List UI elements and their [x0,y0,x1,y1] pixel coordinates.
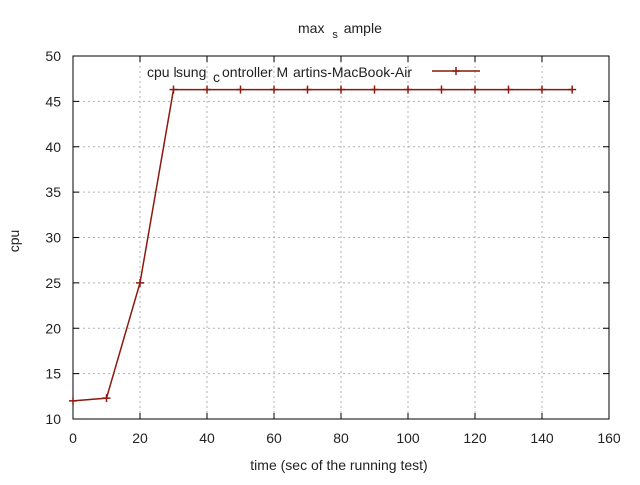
data-point-marker [203,85,211,94]
chart-title-subscript: s [332,29,338,41]
y-tick-label: 10 [45,411,61,427]
y-tick-label: 35 [45,184,61,200]
grid-layer [73,56,609,419]
y-tick-label: 50 [45,48,61,64]
legend-label-part4: artins-MacBook-Air [293,64,412,80]
data-point-marker [136,278,144,287]
x-tick-label: 60 [266,430,282,446]
legend-label-subscript: c [213,69,220,85]
data-point-marker [69,396,77,405]
y-tick-label: 30 [45,230,61,246]
data-point-marker [504,85,513,94]
series-layer [69,85,577,405]
tick-layer: 0 20 40 60 80 100 120 140 160 10 15 20 25 30 35 40 45 50 [45,48,620,446]
chart-title-tail: ample [344,20,382,36]
x-tick-label: 40 [199,430,215,446]
series-line [72,88,573,402]
data-point-marker [169,85,178,94]
x-tick-label: 160 [597,430,621,446]
data-point-marker [538,85,546,94]
legend: cpu l sung c ontroller M artins-MacBook-… [147,64,480,85]
x-tick-label: 80 [333,430,349,446]
x-axis-label: time (sec of the running test) [250,457,427,473]
x-tick-label: 0 [69,430,77,446]
data-point-marker [568,85,577,94]
data-point-marker [370,85,379,94]
y-tick-label: 40 [45,139,61,155]
data-point-marker [437,85,446,94]
chart-title-main: max [298,20,324,36]
y-axis-label: cpu [6,230,22,253]
x-tick-label: 140 [530,430,554,446]
x-tick-label: 20 [132,430,148,446]
data-point-marker [270,85,278,94]
y-tick-label: 25 [45,275,61,291]
y-tick-label: 15 [45,366,61,382]
chart-title: max s ample [298,20,382,41]
legend-label-part2: sung [176,64,206,80]
x-tick-label: 100 [396,430,420,446]
data-point-marker [337,85,345,94]
data-point-marker [471,85,479,94]
legend-label-part1: cpu l [147,64,177,80]
data-point-marker [404,85,412,94]
data-point-marker [236,85,245,94]
y-tick-label: 45 [45,93,61,109]
data-point-marker [102,394,111,403]
data-point-marker [303,85,312,94]
legend-label-part3: ontroller M [222,64,288,80]
y-tick-label: 20 [45,320,61,336]
x-tick-label: 120 [463,430,487,446]
